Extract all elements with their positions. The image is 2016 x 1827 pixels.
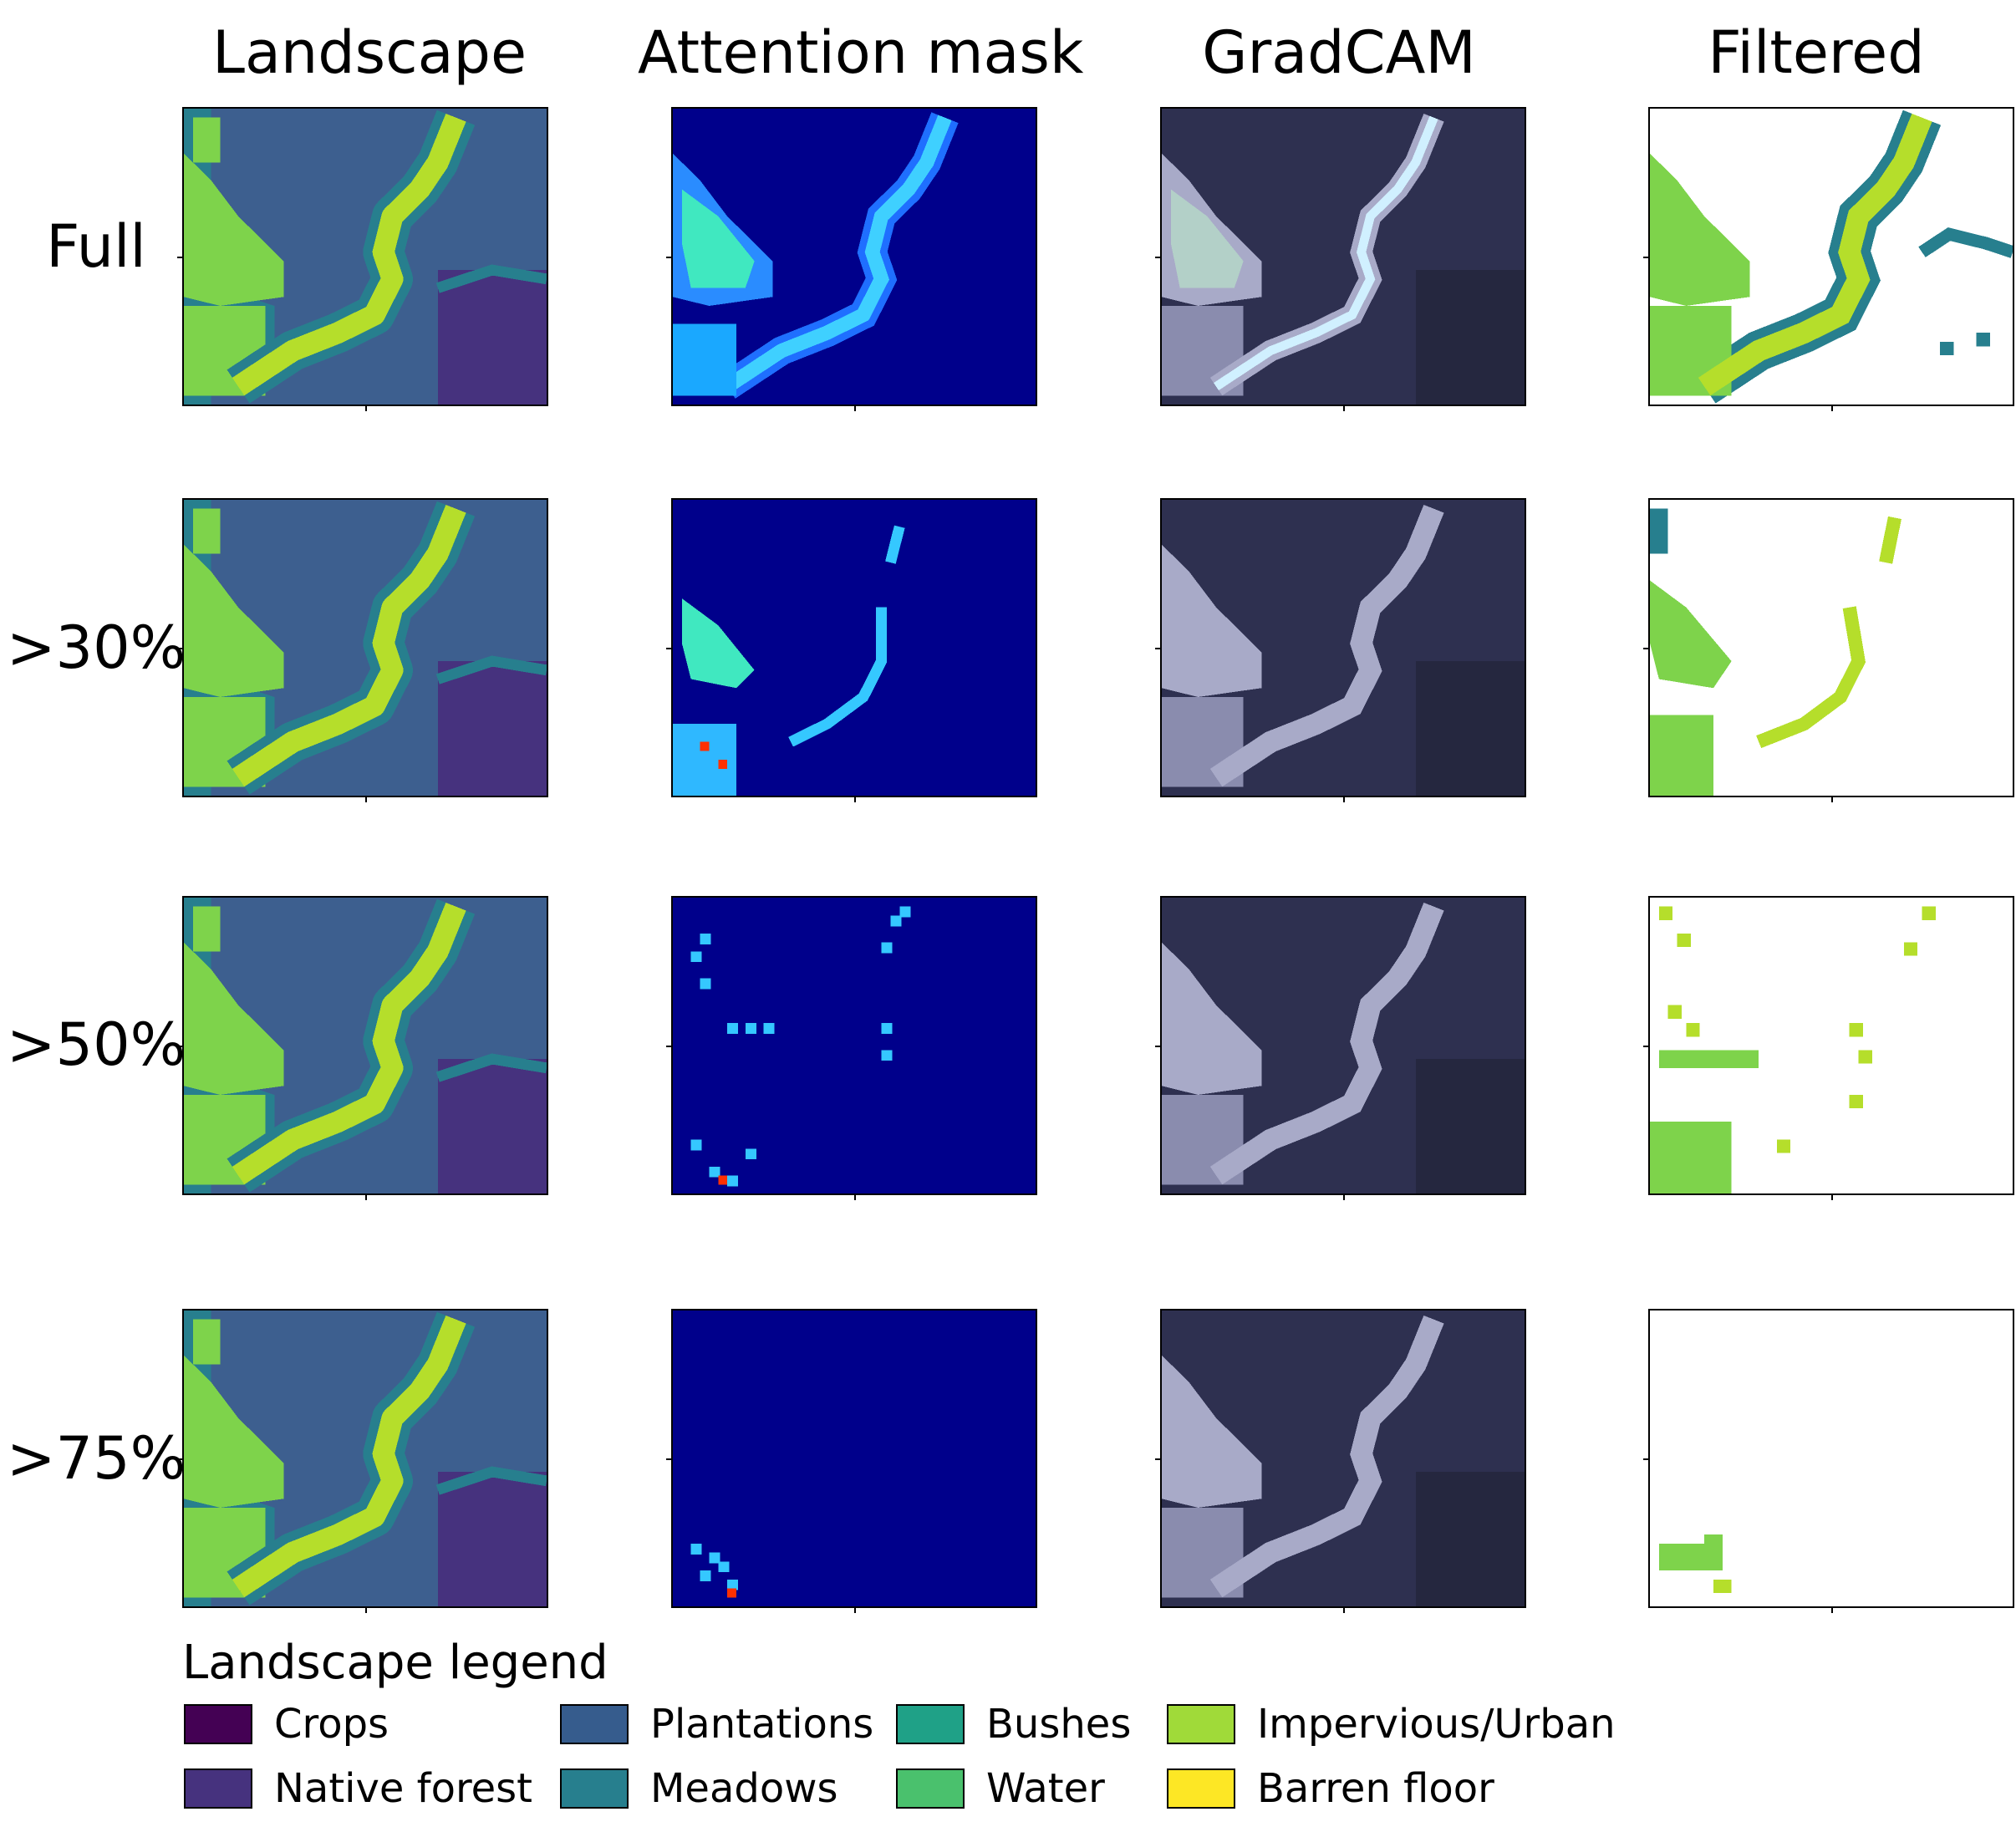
panel-gradcam-row-4 (1160, 1309, 1526, 1608)
panel-attention-row-3 (671, 896, 1037, 1195)
panel-attention-row-4 (671, 1309, 1037, 1608)
axis-tick (1343, 1608, 1345, 1613)
axis-tick (177, 1458, 182, 1460)
axis-tick (365, 1608, 367, 1613)
legend-title: Landscape legend (182, 1636, 608, 1690)
panel-gradcam-row-1 (1160, 107, 1526, 406)
legend-swatch-bushes (896, 1704, 965, 1744)
legend-label-bushes: Bushes (986, 1701, 1132, 1748)
panel-filtered-row-3 (1648, 896, 2014, 1195)
axis-tick (1155, 648, 1160, 649)
legend-item-crops: Crops (184, 1699, 389, 1749)
panel-filtered-row-2 (1648, 498, 2014, 797)
panel-landscape-row-4 (182, 1309, 548, 1608)
panel-landscape-row-3 (182, 896, 548, 1195)
legend-item-bushes: Bushes (896, 1699, 1131, 1749)
legend-label-crops: Crops (274, 1701, 389, 1748)
axis-tick (177, 257, 182, 258)
axis-tick (365, 406, 367, 411)
gradcam-image (1162, 500, 1525, 796)
panel-gradcam-row-2 (1160, 498, 1526, 797)
axis-tick (1831, 1608, 1833, 1613)
legend-swatch-plantations (560, 1704, 629, 1744)
column-title-gradcam: GradCAM (1202, 18, 1476, 87)
gradcam-image (1162, 109, 1525, 405)
legend-item-barren-floor: Barren floor (1167, 1763, 1494, 1814)
axis-tick (1643, 1046, 1648, 1047)
row-label-30: >30% (6, 613, 186, 682)
panel-filtered-row-1 (1648, 107, 2014, 406)
axis-tick (854, 1195, 856, 1200)
axis-tick (1343, 1195, 1345, 1200)
landscape-image (184, 500, 547, 796)
panel-filtered-row-4 (1648, 1309, 2014, 1608)
row-label-full: Full (46, 212, 146, 281)
axis-tick (365, 1195, 367, 1200)
landscape-image (184, 898, 547, 1193)
panel-attention-row-1 (671, 107, 1037, 406)
legend-label-plantations: Plantations (650, 1701, 874, 1748)
filtered-image (1650, 1310, 2013, 1606)
landscape-image (184, 1310, 547, 1606)
legend-label-barren-floor: Barren floor (1257, 1765, 1494, 1812)
axis-tick (1643, 648, 1648, 649)
landscape-image (184, 109, 547, 405)
axis-tick (177, 648, 182, 649)
axis-tick (1643, 1458, 1648, 1460)
axis-tick (177, 1046, 182, 1047)
legend-label-meadows: Meadows (650, 1765, 838, 1812)
axis-tick (854, 1608, 856, 1613)
axis-tick (854, 797, 856, 802)
filtered-image (1650, 898, 2013, 1193)
legend-label-native-forest: Native forest (274, 1765, 532, 1812)
filtered-image (1650, 500, 2013, 796)
legend-item-native-forest: Native forest (184, 1763, 532, 1814)
axis-tick (666, 648, 671, 649)
row-label-75: >75% (6, 1424, 186, 1493)
axis-tick (1343, 797, 1345, 802)
legend-swatch-water (896, 1768, 965, 1809)
legend-swatch-native-forest (184, 1768, 252, 1809)
axis-tick (1643, 257, 1648, 258)
axis-tick (1831, 406, 1833, 411)
legend-item-meadows: Meadows (560, 1763, 837, 1814)
axis-tick (1831, 797, 1833, 802)
axis-tick (854, 406, 856, 411)
axis-tick (1343, 406, 1345, 411)
legend-swatch-impervious-urban (1167, 1704, 1235, 1744)
legend-swatch-crops (184, 1704, 252, 1744)
gradcam-image (1162, 1310, 1525, 1606)
filtered-image (1650, 109, 2013, 405)
panel-landscape-row-2 (182, 498, 548, 797)
panel-landscape-row-1 (182, 107, 548, 406)
gradcam-image (1162, 898, 1525, 1193)
axis-tick (666, 1458, 671, 1460)
attention-image (673, 898, 1036, 1193)
axis-tick (1155, 257, 1160, 258)
axis-tick (1155, 1458, 1160, 1460)
axis-tick (365, 797, 367, 802)
axis-tick (666, 1046, 671, 1047)
legend-item-water: Water (896, 1763, 1105, 1814)
legend-label-impervious-urban: Impervious/Urban (1257, 1701, 1616, 1748)
axis-tick (1155, 1046, 1160, 1047)
legend-item-plantations: Plantations (560, 1699, 873, 1749)
row-label-50: >50% (6, 1010, 186, 1079)
legend-item-impervious-urban: Impervious/Urban (1167, 1699, 1616, 1749)
legend-swatch-meadows (560, 1768, 629, 1809)
column-title-filtered: Filtered (1708, 18, 1925, 87)
legend-label-water: Water (986, 1765, 1105, 1812)
axis-tick (1831, 1195, 1833, 1200)
legend-swatch-barren-floor (1167, 1768, 1235, 1809)
panel-attention-row-2 (671, 498, 1037, 797)
column-title-attention-mask: Attention mask (638, 18, 1084, 87)
attention-image (673, 109, 1036, 405)
panel-gradcam-row-3 (1160, 896, 1526, 1195)
attention-image (673, 1310, 1036, 1606)
axis-tick (666, 257, 671, 258)
attention-image (673, 500, 1036, 796)
column-title-landscape: Landscape (211, 18, 527, 87)
